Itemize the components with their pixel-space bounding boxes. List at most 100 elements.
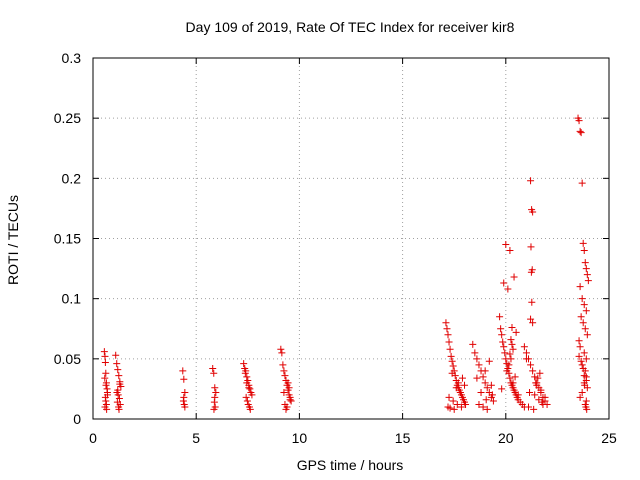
data-point bbox=[534, 374, 542, 382]
data-point bbox=[578, 179, 586, 187]
data-point bbox=[485, 357, 493, 365]
data-point bbox=[241, 369, 249, 377]
data-point bbox=[541, 393, 549, 401]
data-point bbox=[580, 349, 588, 357]
data-point bbox=[112, 351, 120, 359]
data-point bbox=[473, 355, 481, 363]
data-point bbox=[443, 325, 451, 333]
data-point bbox=[497, 325, 505, 333]
y-tick-label: 0.05 bbox=[54, 351, 81, 367]
data-point bbox=[210, 405, 218, 413]
y-tick-label: 0.25 bbox=[54, 110, 81, 126]
data-point bbox=[578, 361, 586, 369]
y-tick-label: 0.1 bbox=[62, 291, 82, 307]
data-point bbox=[496, 313, 504, 321]
data-point bbox=[504, 285, 512, 293]
y-tick-labels: 0 0.05 0.1 0.15 0.2 0.25 0.3 bbox=[54, 50, 81, 427]
data-point bbox=[584, 277, 592, 285]
data-point bbox=[580, 372, 588, 380]
data-point bbox=[100, 348, 108, 356]
data-point bbox=[578, 295, 586, 303]
data-point bbox=[101, 358, 109, 366]
data-point bbox=[447, 352, 455, 360]
data-point bbox=[449, 397, 457, 405]
data-point bbox=[577, 357, 585, 365]
x-tick-label: 20 bbox=[498, 430, 514, 446]
data-point bbox=[510, 273, 518, 281]
y-tick-label: 0.3 bbox=[62, 50, 82, 66]
data-point bbox=[477, 389, 485, 397]
data-point bbox=[576, 393, 584, 401]
y-tick-label: 0.15 bbox=[54, 231, 81, 247]
data-point bbox=[277, 345, 285, 353]
data-point bbox=[527, 361, 535, 369]
data-point bbox=[488, 391, 496, 399]
y-axis-label: ROTI / TECUs bbox=[5, 195, 21, 285]
data-point bbox=[531, 373, 539, 381]
x-tick-label: 15 bbox=[395, 430, 411, 446]
data-point bbox=[280, 367, 288, 375]
data-point bbox=[512, 328, 520, 336]
data-point bbox=[281, 372, 289, 380]
data-point bbox=[506, 247, 514, 255]
data-point bbox=[527, 177, 535, 185]
data-point bbox=[499, 338, 507, 346]
data-point bbox=[489, 397, 497, 405]
data-point bbox=[500, 343, 508, 351]
x-tick-labels: 0 5 10 15 20 25 bbox=[89, 430, 617, 446]
data-point bbox=[578, 389, 586, 397]
data-point bbox=[576, 127, 584, 135]
data-point bbox=[242, 393, 250, 401]
data-point bbox=[528, 298, 536, 306]
data-point bbox=[577, 313, 585, 321]
data-point bbox=[243, 397, 251, 405]
data-point bbox=[579, 239, 587, 247]
data-point bbox=[278, 349, 286, 357]
data-point bbox=[483, 405, 491, 413]
data-point bbox=[503, 367, 511, 375]
data-point bbox=[115, 395, 123, 403]
data-point bbox=[113, 389, 121, 397]
data-point bbox=[282, 405, 290, 413]
data-point bbox=[448, 369, 456, 377]
data-point bbox=[444, 331, 452, 339]
data-point bbox=[583, 331, 591, 339]
data-point bbox=[469, 340, 477, 348]
data-point bbox=[246, 405, 254, 413]
data-point bbox=[245, 384, 253, 392]
data-point bbox=[246, 385, 254, 393]
data-point bbox=[505, 361, 513, 369]
data-point bbox=[582, 397, 590, 405]
data-point bbox=[500, 279, 508, 287]
data-point bbox=[508, 340, 516, 348]
data-point bbox=[583, 405, 591, 413]
data-point bbox=[529, 208, 537, 216]
data-point bbox=[529, 367, 537, 375]
data-point bbox=[583, 271, 591, 279]
data-point bbox=[461, 381, 469, 389]
data-point bbox=[522, 349, 530, 357]
data-point bbox=[454, 379, 462, 387]
data-point bbox=[527, 315, 535, 323]
data-point bbox=[579, 319, 587, 327]
data-point bbox=[475, 401, 483, 409]
data-point bbox=[577, 129, 585, 137]
data-point bbox=[181, 403, 189, 411]
data-point bbox=[530, 405, 538, 413]
data-point bbox=[446, 345, 454, 353]
x-tick-label: 5 bbox=[192, 430, 200, 446]
data-point bbox=[473, 374, 481, 382]
data-point bbox=[531, 391, 539, 399]
data-point bbox=[116, 380, 124, 388]
data-point bbox=[507, 355, 515, 363]
data-point bbox=[457, 403, 465, 411]
data-point bbox=[502, 241, 510, 249]
data-point bbox=[509, 379, 517, 387]
x-tick-label: 0 bbox=[89, 430, 97, 446]
data-point bbox=[525, 403, 533, 411]
data-point bbox=[526, 389, 534, 397]
data-point bbox=[479, 373, 487, 381]
data-point bbox=[483, 384, 491, 392]
data-point bbox=[511, 373, 519, 381]
